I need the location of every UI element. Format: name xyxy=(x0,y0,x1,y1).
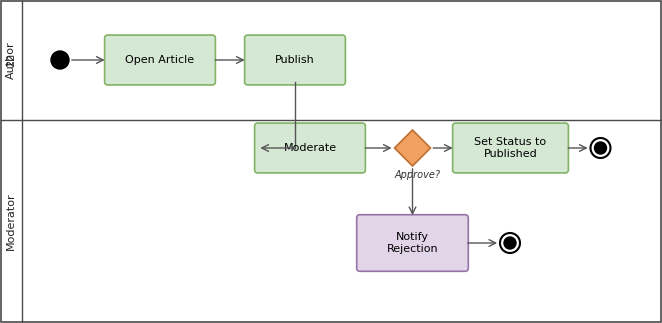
Circle shape xyxy=(504,237,516,249)
Circle shape xyxy=(591,138,610,158)
Text: Moderate: Moderate xyxy=(283,143,336,153)
FancyBboxPatch shape xyxy=(453,123,569,173)
Text: Approve?: Approve? xyxy=(395,170,440,180)
FancyBboxPatch shape xyxy=(244,35,346,85)
Circle shape xyxy=(594,142,606,154)
Text: Set Status to: Set Status to xyxy=(475,137,547,147)
Text: Author: Author xyxy=(6,41,16,79)
Text: Open Article: Open Article xyxy=(125,55,195,65)
FancyBboxPatch shape xyxy=(255,123,365,173)
Polygon shape xyxy=(395,130,430,166)
Text: Published: Published xyxy=(484,149,538,159)
Text: Publish: Publish xyxy=(275,55,315,65)
Text: Rejection: Rejection xyxy=(387,244,438,254)
FancyBboxPatch shape xyxy=(105,35,215,85)
Circle shape xyxy=(51,51,69,69)
FancyBboxPatch shape xyxy=(357,215,468,271)
Text: Moderator: Moderator xyxy=(6,193,16,250)
Text: Notify: Notify xyxy=(396,232,429,242)
Text: 22: 22 xyxy=(6,53,16,67)
Circle shape xyxy=(500,233,520,253)
